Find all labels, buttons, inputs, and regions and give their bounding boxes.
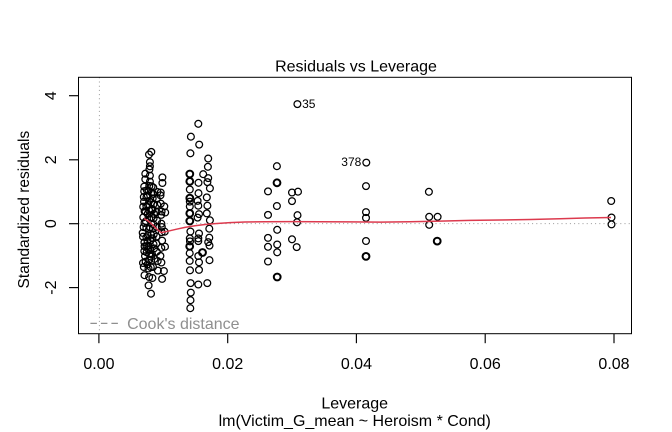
svg-text:0.02: 0.02 xyxy=(212,356,243,373)
svg-text:4: 4 xyxy=(43,91,60,100)
svg-text:0.08: 0.08 xyxy=(598,356,629,373)
svg-text:Cook's distance: Cook's distance xyxy=(127,316,240,333)
svg-text:35: 35 xyxy=(302,97,316,111)
svg-text:Residuals vs Leverage: Residuals vs Leverage xyxy=(275,58,437,75)
svg-text:378: 378 xyxy=(341,155,361,169)
svg-text:0.00: 0.00 xyxy=(83,356,114,373)
svg-text:lm(Victim_G_mean ~ Heroism * C: lm(Victim_G_mean ~ Heroism * Cond) xyxy=(219,413,491,430)
svg-text:2: 2 xyxy=(43,155,60,164)
svg-text:Standardized residuals: Standardized residuals xyxy=(16,131,33,289)
svg-text:0.06: 0.06 xyxy=(470,356,501,373)
svg-text:0.04: 0.04 xyxy=(341,356,372,373)
svg-text:-2: -2 xyxy=(43,280,60,294)
svg-text:Leverage: Leverage xyxy=(321,395,388,412)
svg-text:0: 0 xyxy=(43,219,60,228)
